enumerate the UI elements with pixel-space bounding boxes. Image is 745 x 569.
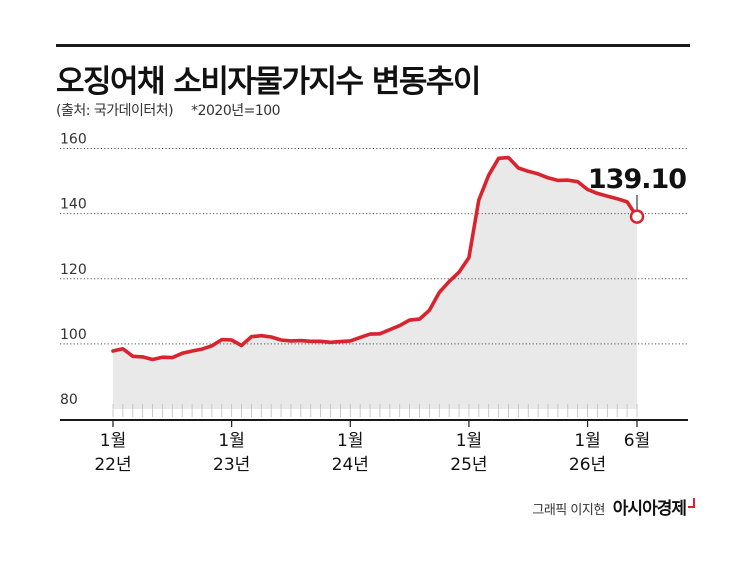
x-tick-year: 26년 [569, 455, 606, 475]
y-tick-label: 80 [60, 392, 78, 408]
x-tick-year: 23년 [213, 455, 250, 475]
last-point-marker [629, 209, 645, 224]
graphic-credit: 그래픽 이지현 [532, 503, 605, 518]
brand-mark-icon [688, 498, 695, 508]
brand-logo: 아시아경제 [612, 499, 687, 519]
x-tick-year: 25년 [450, 455, 487, 475]
y-tick-label: 120 [60, 262, 87, 278]
y-tick-label: 160 [60, 132, 87, 148]
x-tick-month: 1월 [218, 431, 244, 451]
x-tick-month: 1월 [456, 431, 482, 451]
y-tick-label: 140 [60, 197, 87, 213]
x-tick-year: 22년 [94, 455, 131, 475]
area-fill [113, 157, 637, 409]
x-tick-month: 6월 [624, 431, 650, 451]
chart-subtitle: (출처: 국가데이터처) *2020년=100 [56, 100, 281, 120]
last-value-label: 139.10 [588, 164, 686, 195]
base-year-note: *2020년=100 [191, 103, 281, 119]
y-tick-label: 100 [60, 327, 87, 343]
title-rule [56, 44, 690, 47]
source-note: (출처: 국가데이터처) [56, 103, 174, 119]
series-line [111, 155, 639, 362]
x-tick-year: 24년 [332, 455, 369, 475]
x-tick-month: 1월 [574, 431, 600, 451]
credit-line: 그래픽 이지현 아시아경제 [532, 494, 695, 519]
x-tick-month: 1월 [337, 431, 363, 451]
chart-title: 오징어채 소비자물가지수 변동추이 [56, 64, 481, 100]
x-tick-month: 1월 [100, 431, 126, 451]
